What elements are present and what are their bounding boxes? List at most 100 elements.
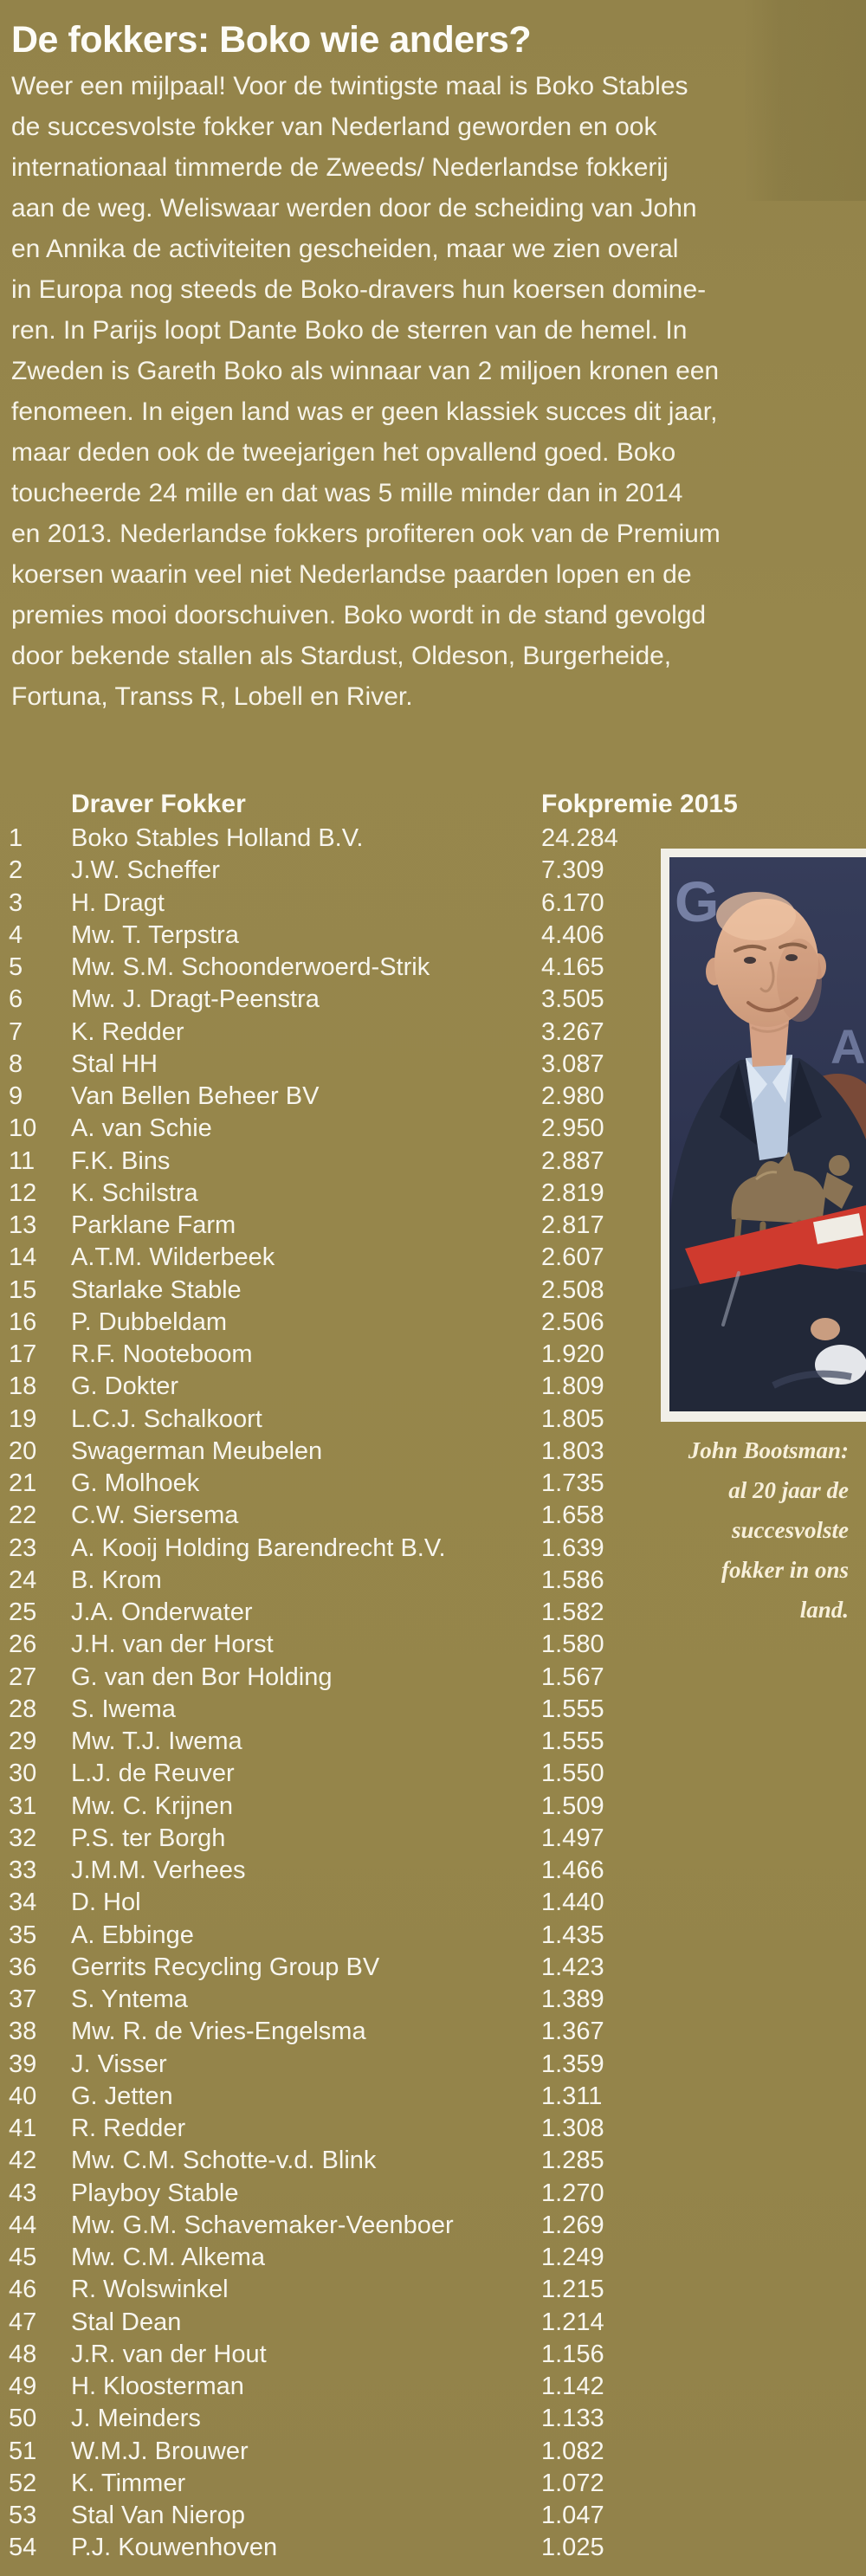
- rank-cell: 10: [9, 1114, 37, 1143]
- fokkers-ranking-table: 1 Boko Stables Holland B.V. 24.284 2 J.W…: [9, 823, 862, 2565]
- fokker-cell: A. van Schie: [71, 1114, 212, 1143]
- paragraph-line: en Annika de activiteiten gescheiden, ma…: [11, 235, 679, 263]
- premie-cell: 24.284: [541, 824, 618, 853]
- table-row: 8 Stal HH 3.087: [9, 1049, 862, 1081]
- paragraph-line: Weer een mijlpaal! Voor de twintigste ma…: [11, 72, 688, 100]
- table-row: 22 C.W. Siersema 1.658: [9, 1500, 862, 1532]
- paragraph-line: internationaal timmerde de Zweeds/ Neder…: [11, 153, 669, 182]
- rank-cell: 35: [9, 1921, 37, 1949]
- table-row: 35 A. Ebbinge 1.435: [9, 1920, 862, 1952]
- premie-cell: 1.215: [541, 2276, 604, 2304]
- rank-cell: 6: [9, 985, 23, 1014]
- table-row: 15 Starlake Stable 2.508: [9, 1275, 862, 1307]
- rank-cell: 29: [9, 1727, 37, 1756]
- premie-cell: 1.658: [541, 1501, 604, 1530]
- man-arm: [669, 1264, 866, 1411]
- premie-cell: 1.072: [541, 2469, 604, 2497]
- photo-caption-line: fokker in ons: [721, 1557, 849, 1583]
- fokker-cell: K. Schilstra: [71, 1178, 198, 1207]
- table-row: 47 Stal Dean 1.214: [9, 2307, 862, 2339]
- rank-cell: 8: [9, 1049, 23, 1078]
- table-row: 39 J. Visser 1.359: [9, 2049, 862, 2081]
- fokker-cell: Swagerman Meubelen: [71, 1436, 323, 1465]
- man-head: [706, 892, 826, 1067]
- rank-cell: 37: [9, 1985, 37, 2014]
- table-row: 27 G. van den Bor Holding 1.567: [9, 1662, 862, 1694]
- table-row: 52 K. Timmer 1.072: [9, 2468, 862, 2500]
- fokker-cell: G. Dokter: [71, 1372, 179, 1401]
- rank-cell: 26: [9, 1630, 37, 1659]
- rank-cell: 24: [9, 1566, 37, 1594]
- premie-cell: 1.550: [541, 1759, 604, 1788]
- table-row: 25 J.A. Onderwater 1.582: [9, 1597, 862, 1629]
- rank-cell: 52: [9, 2469, 37, 2497]
- premie-cell: 1.586: [541, 1566, 604, 1594]
- table-row: 45 Mw. C.M. Alkema 1.249: [9, 2242, 862, 2274]
- fokker-cell: F.K. Bins: [71, 1146, 171, 1175]
- table-row: 12 K. Schilstra 2.819: [9, 1178, 862, 1210]
- table-row: 33 J.M.M. Verhees 1.466: [9, 1855, 862, 1887]
- table-row: 20 Swagerman Meubelen 1.803: [9, 1436, 862, 1468]
- paragraph-line: premies mooi doorschuiven. Boko wordt in…: [11, 601, 707, 629]
- table-row: 9 Van Bellen Beheer BV 2.980: [9, 1081, 862, 1113]
- table-row: 11 F.K. Bins 2.887: [9, 1146, 862, 1178]
- table-row: 43 Playboy Stable 1.270: [9, 2178, 862, 2210]
- fokker-cell: A. Ebbinge: [71, 1921, 194, 1949]
- table-row: 53 Stal Van Nierop 1.047: [9, 2500, 862, 2532]
- photo-caption: John Bootsman: al 20 jaar de succesvolste f…: [656, 1430, 859, 1630]
- fokker-cell: S. Iwema: [71, 1695, 176, 1723]
- fokker-cell: D. Hol: [71, 1888, 141, 1917]
- rank-cell: 31: [9, 1792, 37, 1820]
- fokker-cell: J.H. van der Horst: [71, 1630, 274, 1659]
- fokker-cell: Stal HH: [71, 1049, 158, 1078]
- photo-caption-line: al 20 jaar de: [728, 1477, 849, 1503]
- photo-caption-line: succesvolste: [732, 1517, 849, 1543]
- table-row: 31 Mw. C. Krijnen 1.509: [9, 1791, 862, 1823]
- fokker-cell: J.M.M. Verhees: [71, 1856, 246, 1885]
- table-row: 16 P. Dubbeldam 2.506: [9, 1307, 862, 1339]
- rank-cell: 19: [9, 1404, 37, 1433]
- premie-cell: 1.435: [541, 1921, 604, 1949]
- rank-cell: 2: [9, 856, 23, 885]
- premie-cell: 1.805: [541, 1404, 604, 1433]
- premie-cell: 7.309: [541, 856, 604, 885]
- rank-cell: 27: [9, 1662, 37, 1691]
- premie-cell: 1.555: [541, 1727, 604, 1756]
- paragraph-line: en 2013. Nederlandse fokkers profiteren …: [11, 520, 721, 548]
- premie-cell: 1.497: [541, 1824, 604, 1852]
- fokker-cell: P.J. Kouwenhoven: [71, 2534, 278, 2562]
- table-row: 42 Mw. C.M. Schotte-v.d. Blink 1.285: [9, 2145, 862, 2177]
- fokker-cell: K. Timmer: [71, 2469, 186, 2497]
- table-row: 6 Mw. J. Dragt-Peenstra 3.505: [9, 984, 862, 1016]
- rank-cell: 44: [9, 2211, 37, 2239]
- table-row: 5 Mw. S.M. Schoonderwoerd-Strik 4.165: [9, 952, 862, 984]
- backdrop-letter-g: G: [675, 869, 719, 933]
- rank-cell: 18: [9, 1372, 37, 1401]
- table-row: 36 Gerrits Recycling Group BV 1.423: [9, 1952, 862, 1984]
- table-row: 14 A.T.M. Wilderbeek 2.607: [9, 1242, 862, 1274]
- fokker-cell: G. Molhoek: [71, 1469, 200, 1498]
- fokker-cell: J.W. Scheffer: [71, 856, 220, 885]
- fokker-cell: Parklane Farm: [71, 1211, 236, 1240]
- table-header-fokker: Draver Fokker: [71, 790, 246, 818]
- fokker-cell: A. Kooij Holding Barendrecht B.V.: [71, 1533, 446, 1562]
- rank-cell: 30: [9, 1759, 37, 1788]
- premie-cell: 4.406: [541, 920, 604, 949]
- fokker-cell: J. Meinders: [71, 2405, 201, 2433]
- rank-cell: 3: [9, 888, 23, 917]
- table-row: 34 D. Hol 1.440: [9, 1887, 862, 1919]
- table-header-premie: Fokpremie 2015: [541, 790, 738, 818]
- table-row: 7 K. Redder 3.267: [9, 1017, 862, 1049]
- table-row: 44 Mw. G.M. Schavemaker-Veenboer 1.269: [9, 2210, 862, 2242]
- premie-cell: 2.887: [541, 1146, 604, 1175]
- fokker-cell: Mw. G.M. Schavemaker-Veenboer: [71, 2211, 454, 2239]
- paragraph-line: koersen waarin veel niet Nederlandse paa…: [11, 560, 692, 589]
- premie-cell: 1.423: [541, 1953, 604, 1981]
- table-row: 48 J.R. van der Hout 1.156: [9, 2339, 862, 2371]
- fokker-cell: Mw. S.M. Schoonderwoerd-Strik: [71, 953, 430, 982]
- premie-cell: 1.367: [541, 2018, 604, 2046]
- fokker-cell: W.M.J. Brouwer: [71, 2437, 249, 2465]
- table-row: 19 L.C.J. Schalkoort 1.805: [9, 1404, 862, 1436]
- premie-cell: 1.639: [541, 1533, 604, 1562]
- paragraph-line: Fortuna, Transs R, Lobell en River.: [11, 682, 413, 711]
